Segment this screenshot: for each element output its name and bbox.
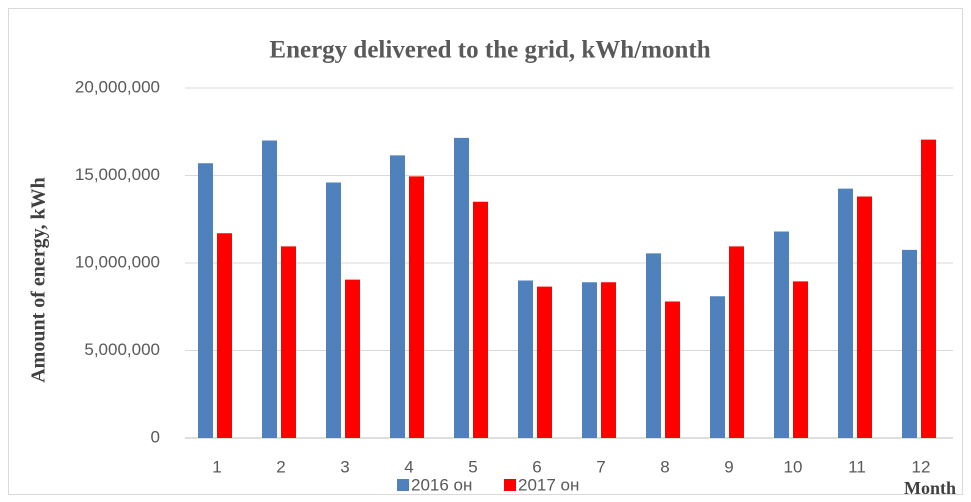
bar [390,155,405,438]
bar [902,249,917,438]
y-axis-label: Amount of energy, kWh [28,177,50,383]
bar [537,286,552,438]
bar [262,140,277,438]
bar [710,296,725,438]
x-tick-label: 2 [276,457,285,476]
bar [473,201,488,438]
x-tick-label: 3 [340,457,349,476]
bar [729,246,744,438]
legend-swatch [397,479,409,491]
bar [921,139,936,438]
legend-label: 2017 он [518,475,579,494]
bar [665,301,680,438]
x-tick-label: 9 [724,457,733,476]
legend-label: 2016 он [411,475,472,494]
bar [326,182,341,438]
bar [646,253,661,438]
x-tick-label: 8 [660,457,669,476]
x-tick-label: 11 [848,457,866,476]
bar [857,196,872,438]
x-tick-label: 4 [404,457,413,476]
bar [345,279,360,438]
y-tick-label: 20,000,000 [75,77,160,96]
x-tick-label: 7 [596,457,605,476]
bar [518,280,533,438]
y-tick-label: 5,000,000 [84,340,160,359]
bar [601,282,616,438]
y-tick-label: 10,000,000 [75,252,160,271]
legend-swatch [504,479,516,491]
x-tick-label: 1 [212,457,221,476]
bar [838,188,853,438]
bar [409,176,424,438]
bar [774,231,789,438]
y-tick-label: 15,000,000 [75,165,160,184]
bar [198,163,213,438]
x-tick-label: 6 [532,457,541,476]
bar [217,233,232,438]
bar [454,137,469,438]
x-axis-label: Month [904,478,956,498]
x-tick-label: 10 [784,457,803,476]
bar [793,281,808,438]
y-tick-label: 0 [151,427,160,446]
chart-title: Energy delivered to the grid, kWh/month [269,37,710,64]
x-tick-label: 12 [912,457,931,476]
bar [281,246,296,438]
x-tick-label: 5 [468,457,477,476]
bar [582,282,597,438]
